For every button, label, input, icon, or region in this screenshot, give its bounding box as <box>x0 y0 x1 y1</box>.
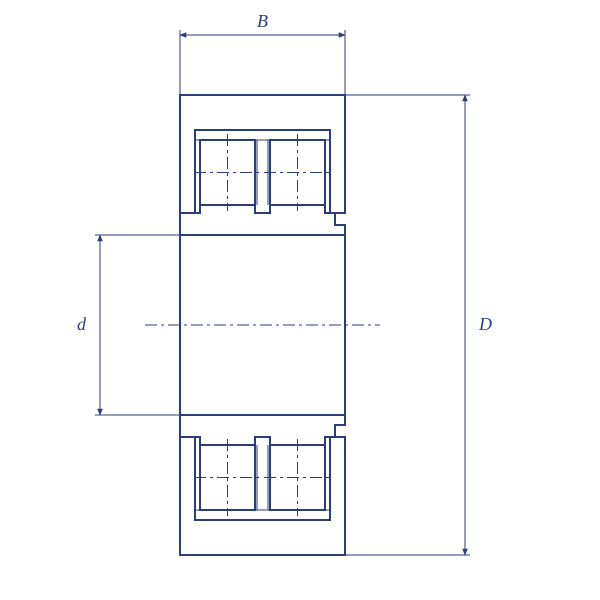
svg-text:B: B <box>257 11 268 31</box>
svg-text:D: D <box>478 314 492 334</box>
bearing-cross-section: Bd D <box>0 0 600 600</box>
svg-text:d: d <box>77 314 87 334</box>
